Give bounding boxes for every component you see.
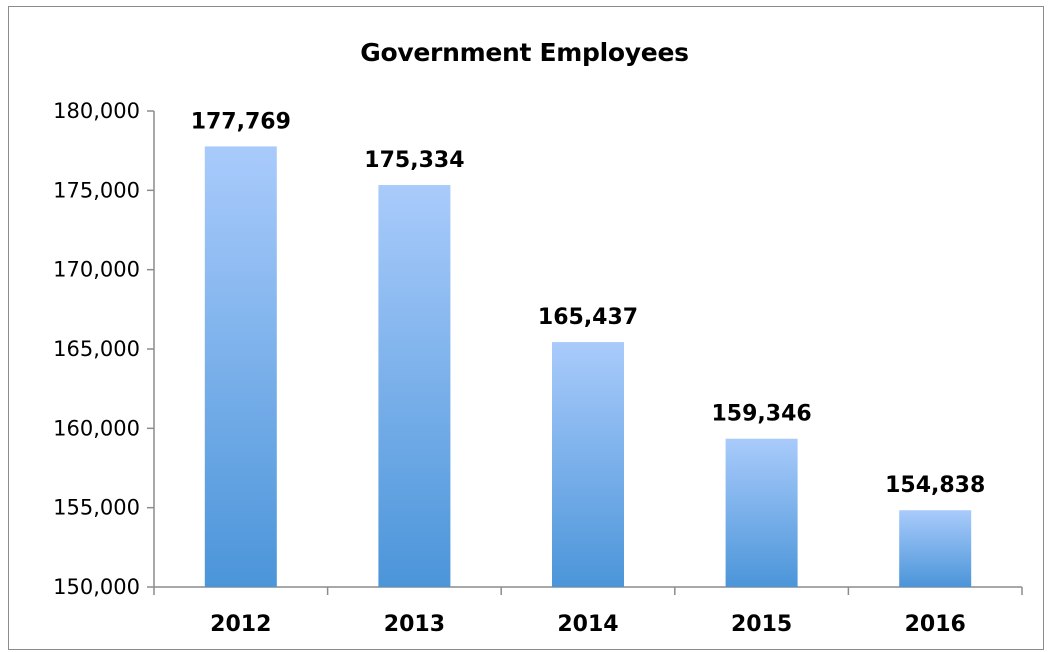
bars	[204, 146, 972, 587]
data-label: 177,769	[191, 109, 291, 134]
y-tick-label: 180,000	[53, 99, 140, 123]
data-label: 165,437	[538, 305, 638, 330]
y-tick-label: 175,000	[53, 178, 140, 202]
data-label: 154,838	[885, 473, 985, 498]
bar	[378, 185, 451, 587]
x-tick-label: 2016	[905, 612, 966, 637]
bar	[552, 342, 624, 587]
y-axis: 150,000 155,000 160,000 165,000 170,000 175,0…	[53, 99, 155, 599]
y-tick-label: 170,000	[53, 258, 140, 282]
x-tick-label: 2014	[557, 612, 618, 637]
data-label: 159,346	[711, 402, 811, 427]
bar	[899, 510, 972, 587]
data-label: 175,334	[364, 148, 464, 173]
x-tick-label: 2013	[384, 612, 445, 637]
chart-frame	[8, 6, 1044, 650]
data-labels: 177,769 175,334 165,437 159,346 154,838	[191, 109, 986, 498]
y-tick-label: 150,000	[53, 575, 140, 599]
y-tick-label: 160,000	[53, 416, 140, 440]
chart-title: Government Employees	[360, 38, 689, 67]
x-tick-label: 2015	[731, 612, 792, 637]
x-axis: 2012 2013 2014 2015 2016	[153, 586, 1023, 637]
x-tick-label: 2012	[210, 612, 271, 637]
bar	[725, 438, 798, 587]
y-tick-label: 155,000	[53, 496, 140, 520]
bar	[204, 146, 277, 587]
y-tick-label: 165,000	[53, 337, 140, 361]
